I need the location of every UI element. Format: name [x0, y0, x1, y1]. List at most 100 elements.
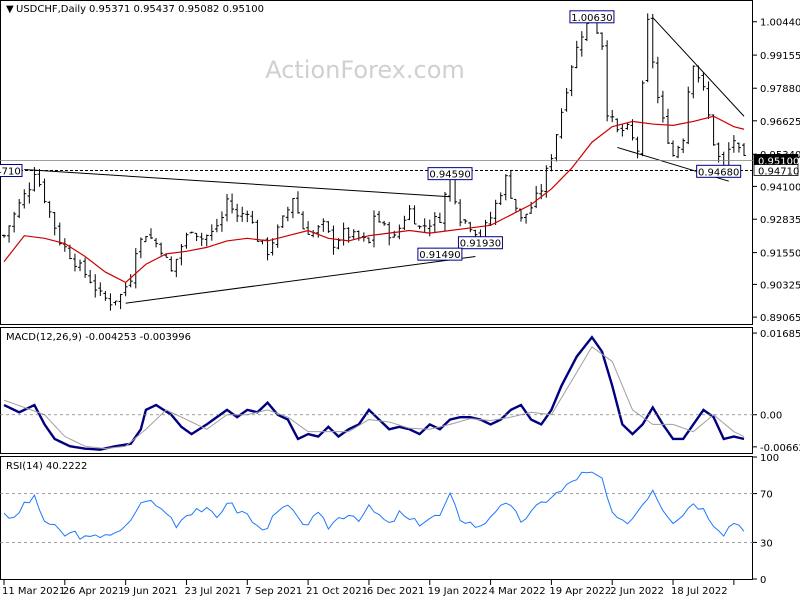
price-plot: [0, 13, 753, 311]
ohlc-bar: [559, 108, 564, 139]
ohlc-bar: [331, 225, 336, 255]
ohlc-bar: [382, 220, 387, 226]
ohlc-bar: [88, 270, 93, 284]
macd-tick-label: 0.016856: [760, 329, 800, 340]
svg-text:0.95100: 0.95100: [758, 156, 799, 167]
trendline: [24, 168, 451, 198]
ohlc-bar: [103, 290, 108, 301]
ohlc-bar: [402, 215, 407, 230]
ohlc-bar: [47, 201, 52, 218]
macd-panel-frame: [0, 327, 753, 454]
macd-signal-line: [3, 346, 745, 450]
price-annotation: 0.94590: [427, 167, 473, 181]
ohlc-bar: [377, 210, 382, 223]
ohlc-bar: [204, 234, 209, 247]
macd-plot: [0, 335, 753, 451]
ohlc-bar: [219, 211, 224, 232]
ohlc-bar: [189, 231, 194, 234]
ohlc-bar: [437, 212, 442, 224]
ohlc-bar: [311, 230, 316, 238]
ohlc-bar: [270, 238, 275, 256]
rsi-title: RSI(14) 40.2222: [6, 461, 87, 472]
ohlc-bar: [214, 218, 219, 233]
ohlc-bar: [78, 259, 83, 272]
ohlc-bar: [655, 56, 660, 104]
x-tick-label: 6 Dec 2021: [367, 586, 425, 597]
price-tick-label: 0.96625: [760, 117, 800, 128]
ohlc-bar: [716, 142, 721, 163]
ohlc-bar: [691, 65, 696, 99]
x-tick-label: 18 Jul 2022: [671, 586, 728, 597]
ohlc-bar: [108, 293, 113, 311]
x-tick-label: 9 Jun 2021: [124, 586, 178, 597]
ohlc-bar: [235, 203, 240, 223]
macd-title: MACD(12,26,9) -0.004253 -0.003996: [6, 332, 191, 343]
x-tick-label: 23 Jul 2021: [184, 586, 241, 597]
ohlc-bar: [493, 199, 498, 225]
ohlc-bar: [625, 122, 630, 130]
ohlc-bar: [245, 210, 250, 223]
price-tick-label: 1.00440: [760, 18, 800, 29]
trendline: [125, 255, 476, 304]
svg-text:0.94710: 0.94710: [758, 167, 799, 178]
ohlc-bar: [660, 90, 665, 123]
ohlc-bar: [52, 212, 57, 236]
watermark: ActionForex.com: [265, 56, 465, 84]
ohlc-bar: [194, 232, 199, 242]
price-tick-label: 0.91550: [760, 249, 800, 260]
ohlc-bar: [280, 215, 285, 229]
annotation-label: 0.94590: [429, 170, 470, 181]
ohlc-bar: [574, 40, 579, 69]
annotation-label: 0.91930: [460, 239, 501, 250]
price-tick-label: 0.90325: [760, 280, 800, 291]
annotation-label: 0.91490: [419, 250, 460, 261]
ohlc-bar: [736, 142, 741, 153]
rsi-tick-label: 30: [760, 538, 773, 549]
ohlc-bar: [463, 219, 468, 224]
ohlc-bar: [468, 221, 473, 233]
price-tick-label: 0.89065: [760, 313, 800, 324]
x-tick-label: 11 Mar 2021: [2, 586, 65, 597]
ohlc-bar: [184, 232, 189, 249]
ohlc-bar: [321, 218, 326, 232]
ohlc-bar: [62, 238, 67, 252]
annotation-label: 0.94710: [0, 167, 21, 178]
ohlc-bar: [579, 31, 584, 57]
ohlc-bar: [524, 213, 529, 224]
ohlc-bar: [645, 13, 650, 83]
ohlc-bar: [32, 167, 37, 192]
ohlc-bar: [240, 206, 245, 222]
ohlc-bar: [458, 199, 463, 227]
ohlc-bar: [17, 199, 22, 219]
ohlc-bar: [148, 228, 153, 240]
ohlc-bar: [503, 174, 508, 201]
ohlc-bar: [346, 227, 351, 243]
rsi-panel-frame: [0, 456, 753, 580]
price-tick-label: 0.99155: [760, 51, 800, 62]
ohlc-bar: [123, 282, 128, 297]
ohlc-bar: [731, 135, 736, 153]
price-annotation: 0.91930: [457, 236, 503, 250]
ohlc-bar: [554, 134, 559, 162]
ohlc-bar: [701, 72, 706, 91]
price-panel-frame: [0, 0, 753, 325]
ohlc-bar: [306, 221, 311, 235]
x-tick-label: 26 Apr 2021: [63, 586, 125, 597]
ohlc-bar: [549, 154, 554, 172]
rsi-tick-label: 70: [760, 490, 773, 501]
rsi-tick-label: 0: [760, 575, 766, 586]
ohlc-bar: [143, 235, 148, 243]
ohlc-bar: [564, 87, 569, 112]
level-tag: 0.94710: [753, 164, 799, 178]
ohlc-bar: [12, 211, 17, 233]
ohlc-bar: [422, 218, 427, 233]
ohlc-bar: [7, 225, 12, 243]
ohlc-bar: [605, 40, 610, 122]
ohlc-label: 0.95371 0.95437 0.95082 0.95100: [89, 4, 264, 15]
ohlc-bar: [138, 237, 143, 259]
ohlc-bar: [118, 293, 123, 310]
ohlc-bar: [407, 205, 412, 221]
ohlc-bar: [133, 248, 138, 289]
